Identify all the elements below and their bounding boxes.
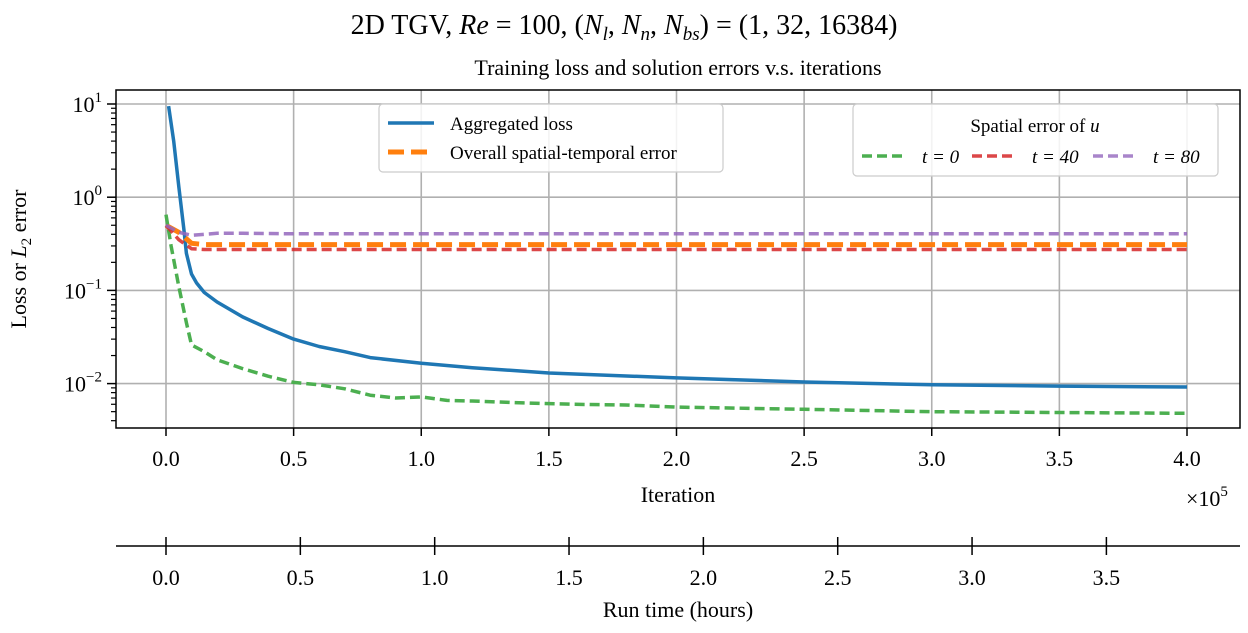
chart-title: Training loss and solution errors v.s. i…: [474, 55, 881, 80]
legend-spatial-frame: [852, 103, 1219, 177]
x-tick-label: 1.5: [535, 446, 563, 471]
legend-label-t0: t = 0: [922, 147, 960, 168]
runtime-tick-label: 2.5: [824, 565, 852, 590]
series-line-1: [164, 223, 1187, 248]
runtime-tick-label: 1.5: [555, 565, 583, 590]
x-axis-label: Iteration: [641, 482, 716, 507]
legend-main: Aggregated loss Overall spatial-temporal…: [378, 103, 724, 173]
x-tick-label: 2.0: [663, 446, 691, 471]
x-tick-label: 4.0: [1173, 446, 1201, 471]
y-tick-label: 10−1: [64, 276, 102, 303]
runtime-tick-label: 0.0: [152, 565, 180, 590]
y-tick-label: 10−2: [64, 370, 102, 397]
y-tick-label: 101: [73, 90, 103, 117]
series-lines: [164, 105, 1188, 416]
y-axis-label: Loss or L2 error: [6, 189, 35, 329]
x-tick-label: 0.5: [280, 446, 308, 471]
x-tick-label: 1.0: [408, 446, 436, 471]
legend-label-aggregated-loss: Aggregated loss: [450, 114, 573, 135]
y-axis-ticks: 10−2 10−1 100 101: [64, 90, 116, 422]
x-tick-label: 3.0: [918, 446, 946, 471]
series-line-3: [164, 224, 1187, 252]
legend-main-frame: [378, 103, 724, 173]
x-tick-label: 3.5: [1046, 446, 1074, 471]
runtime-tick-label: 1.0: [421, 565, 449, 590]
x-axis-multiplier: ×105: [1186, 484, 1228, 511]
legend-label-overall-error: Overall spatial-temporal error: [450, 143, 678, 164]
legend-spatial: Spatial error of u t = 0 t = 40 t = 80: [852, 103, 1219, 177]
legend-label-t40: t = 40: [1032, 147, 1079, 168]
runtime-tick-label: 0.5: [287, 565, 315, 590]
runtime-axis-ticks: 0.0 0.5 1.0 1.5 2.0 2.5 3.0 3.5: [152, 537, 1120, 590]
figure-suptitle: 2D TGV, Re = 100, (Nl, Nn, Nbs) = (1, 32…: [351, 10, 898, 45]
x-tick-label: 0.0: [152, 446, 180, 471]
legend-spatial-title: Spatial error of u: [970, 116, 1099, 137]
legend-label-t80: t = 80: [1153, 147, 1200, 168]
plot-frame: [115, 89, 1241, 429]
runtime-axis-label: Run time (hours): [603, 597, 753, 622]
x-tick-label: 2.5: [790, 446, 818, 471]
y-tick-label: 100: [73, 183, 103, 210]
series-line-4: [165, 223, 1187, 238]
x-axis-ticks: 0.0 0.5 1.0 1.5 2.0 2.5 3.0 3.5 4.0: [152, 428, 1201, 471]
series-line-2: [164, 214, 1188, 416]
runtime-tick-label: 3.0: [958, 565, 986, 590]
runtime-tick-label: 2.0: [690, 565, 718, 590]
series-line-0: [166, 105, 1188, 389]
runtime-tick-label: 3.5: [1093, 565, 1121, 590]
